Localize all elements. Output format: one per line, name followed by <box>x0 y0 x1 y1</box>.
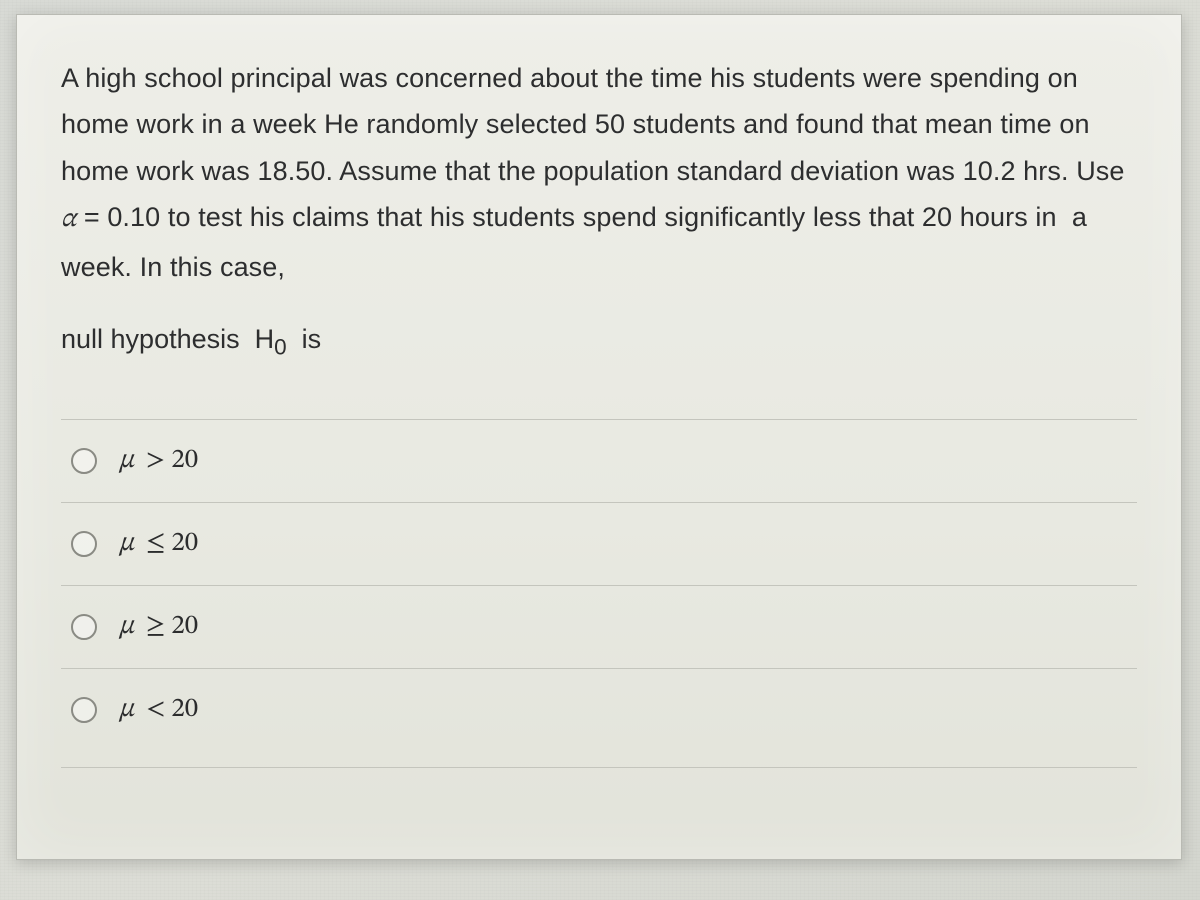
question-prompt: null hypothesis H0 is <box>61 324 1137 360</box>
option-label: μ≥20 <box>119 610 198 644</box>
option-label: μ>20 <box>119 444 198 478</box>
option-label: μ≤20 <box>119 527 198 561</box>
question-stem: A high school principal was concerned ab… <box>61 55 1137 290</box>
radio-icon[interactable] <box>71 614 97 640</box>
option-label: μ<20 <box>119 693 198 727</box>
radio-icon[interactable] <box>71 448 97 474</box>
option-row[interactable]: μ≤20 <box>61 503 1137 586</box>
option-row[interactable]: μ<20 <box>61 669 1137 767</box>
options-list: μ>20 μ≤20 μ≥20 μ<20 <box>61 419 1137 768</box>
question-card: A high school principal was concerned ab… <box>16 14 1182 860</box>
option-row[interactable]: μ≥20 <box>61 586 1137 669</box>
radio-icon[interactable] <box>71 697 97 723</box>
option-row[interactable]: μ>20 <box>61 420 1137 503</box>
radio-icon[interactable] <box>71 531 97 557</box>
